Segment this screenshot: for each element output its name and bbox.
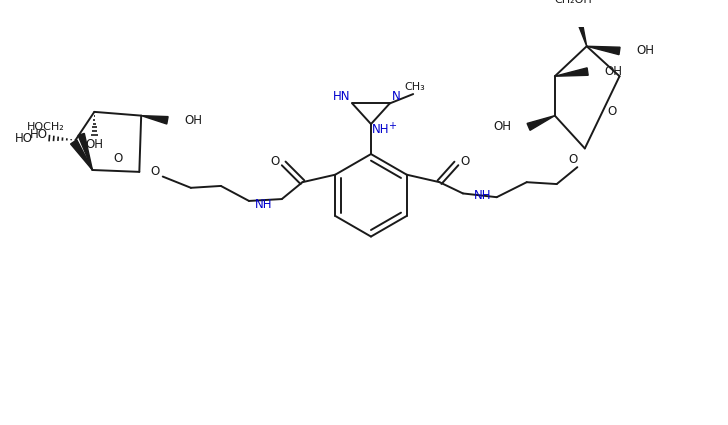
Text: N: N: [392, 91, 400, 103]
Text: NH: NH: [474, 189, 491, 202]
Text: CH₂OH: CH₂OH: [555, 0, 593, 5]
Text: OH: OH: [494, 120, 512, 133]
Polygon shape: [587, 46, 620, 55]
Text: O: O: [608, 105, 617, 118]
Text: O: O: [460, 155, 470, 168]
Text: +: +: [388, 121, 396, 131]
Text: O: O: [113, 152, 122, 165]
Text: OH: OH: [85, 138, 103, 151]
Text: HO: HO: [29, 128, 47, 141]
Polygon shape: [78, 133, 92, 170]
Polygon shape: [141, 116, 168, 124]
Text: NH: NH: [255, 198, 272, 211]
Text: HOCH₂: HOCH₂: [26, 122, 64, 132]
Text: O: O: [568, 153, 577, 166]
Polygon shape: [574, 12, 587, 46]
Text: OH: OH: [636, 45, 654, 57]
Text: O: O: [271, 155, 280, 168]
Polygon shape: [71, 140, 92, 170]
Text: NH: NH: [372, 123, 389, 136]
Text: O: O: [151, 165, 160, 178]
Text: OH: OH: [184, 114, 202, 127]
Polygon shape: [527, 116, 555, 130]
Text: HO: HO: [15, 132, 33, 144]
Text: CH₃: CH₃: [405, 82, 425, 91]
Text: HN: HN: [333, 91, 350, 103]
Text: OH: OH: [604, 65, 622, 78]
Polygon shape: [555, 68, 588, 76]
